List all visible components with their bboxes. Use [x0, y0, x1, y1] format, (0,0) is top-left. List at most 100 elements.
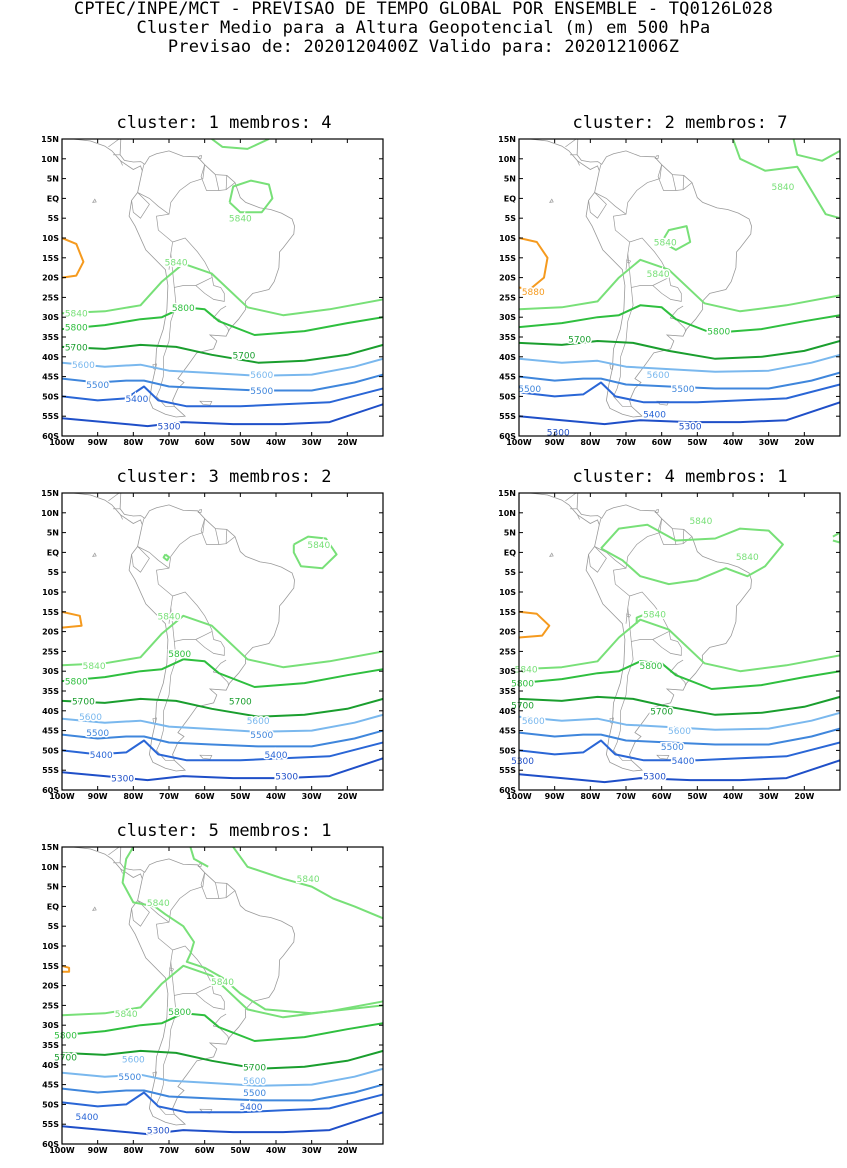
country-border	[108, 847, 120, 856]
lon-label: 90W	[545, 792, 565, 801]
isoline-5840-closed	[792, 139, 840, 162]
lon-label: 30W	[759, 792, 779, 801]
contour-label: 5300	[511, 757, 534, 767]
isoline-5400	[62, 1091, 383, 1114]
country-border	[213, 671, 229, 686]
country-border	[588, 192, 607, 219]
island-outline	[548, 552, 554, 557]
map-panel-cluster-1: 5840 5840 5840 5800 5800 5700 5700 5600 5600 5500…	[41, 135, 384, 447]
country-border	[156, 518, 206, 624]
country-border	[613, 641, 634, 761]
country-border	[565, 139, 577, 148]
header-line-1: CPTEC/INPE/MCT - PREVISAO DE TEMPO GLOBA…	[73, 0, 774, 19]
island-outline	[91, 552, 97, 557]
coastline	[71, 493, 295, 772]
lat-label: 5S	[48, 568, 60, 577]
contour-label: 5840	[115, 1010, 138, 1020]
contour-label: 5500	[118, 1073, 141, 1083]
lon-label: 30W	[302, 438, 322, 447]
lake-outline	[626, 613, 632, 618]
lon-label: 20W	[794, 438, 814, 447]
contour-lines	[62, 847, 383, 1136]
contour-label: 5700	[72, 697, 95, 707]
country-border	[613, 287, 634, 407]
contour-label: 5500	[250, 731, 273, 741]
country-border	[195, 285, 225, 302]
lat-label: 55S	[42, 1120, 59, 1129]
lon-label: 40W	[723, 792, 743, 801]
contour-label: 5500	[672, 385, 695, 395]
lon-label: 70W	[616, 792, 636, 801]
lon-label: 30W	[759, 438, 779, 447]
country-border	[594, 192, 627, 215]
lat-label: 5N	[47, 883, 59, 892]
contour-lines	[519, 523, 840, 784]
lon-label: 50W	[230, 1146, 250, 1155]
country-border	[669, 659, 684, 673]
lat-label: 40S	[42, 1061, 59, 1070]
map-frame	[61, 846, 384, 1145]
country-border	[120, 160, 123, 166]
country-border	[682, 529, 685, 544]
isoline-5880-closed	[62, 237, 85, 279]
isoline-5840-closed	[600, 523, 784, 586]
lat-label: 25S	[42, 293, 59, 302]
isoline-5600	[62, 357, 383, 377]
country-border	[652, 285, 682, 302]
contour-label: 5500	[518, 385, 541, 395]
lon-label: 50W	[687, 792, 707, 801]
country-border	[156, 872, 206, 978]
contour-label: 5840	[736, 553, 759, 563]
lat-label: 20S	[42, 982, 59, 991]
country-border	[669, 305, 684, 319]
country-border	[577, 160, 580, 166]
contour-label: 5300	[275, 773, 298, 783]
lat-label: 30S	[499, 667, 516, 676]
lon-label: 20W	[337, 438, 357, 447]
lat-label: 10N	[41, 509, 59, 518]
map-panel-cluster-5: 5840 5840 5840 5840 5800 5800 5700 5700 5600 5600…	[41, 843, 384, 1155]
lat-label: 15S	[499, 608, 516, 617]
isoline-5880-closed	[62, 610, 83, 629]
isoline-5880-closed	[519, 237, 549, 291]
lat-label: 55S	[499, 412, 516, 421]
country-border	[594, 546, 627, 569]
lat-label: 5S	[505, 568, 517, 577]
contour-label: 5840	[689, 517, 712, 527]
lat-label: 5N	[47, 529, 59, 538]
map-basemap	[528, 139, 752, 418]
contour-label: 5840	[165, 258, 188, 268]
contour-label: 5400	[125, 395, 148, 405]
contour-label: 5500	[661, 743, 684, 753]
lon-label: 80W	[123, 438, 143, 447]
country-border	[137, 192, 170, 215]
lat-label: 50S	[42, 1100, 59, 1109]
isoline-5840	[62, 262, 383, 317]
country-border	[200, 164, 236, 191]
lon-label: 60W	[195, 1146, 215, 1155]
lake-outline	[169, 967, 175, 972]
isoline-5840-closed	[660, 225, 692, 251]
contour-label: 5400	[672, 757, 695, 767]
map-panel-cluster-4: 5840 5840 5840 5840 5800 5800 5700 5700 5600 5600…	[498, 489, 841, 801]
country-border	[215, 528, 220, 545]
contour-label: 5800	[511, 680, 534, 690]
isoline-5400	[519, 739, 840, 762]
lat-label: 55S	[42, 412, 59, 421]
island-outline	[654, 155, 659, 159]
island-outline	[91, 906, 97, 911]
isoline-5600	[519, 711, 840, 731]
contour-label: 5600	[250, 371, 273, 381]
contour-label: 5300	[111, 775, 134, 785]
contour-label: 5500	[250, 387, 273, 397]
contour-label: 5840	[771, 183, 794, 193]
lon-label: 100W	[506, 792, 532, 801]
contour-label: 5700	[243, 1063, 266, 1073]
contour-label: 5840	[647, 270, 670, 280]
country-border	[588, 546, 607, 573]
lat-label: 20S	[499, 274, 516, 283]
country-border	[141, 164, 145, 171]
contour-lines	[519, 139, 840, 426]
contour-label: 5800	[65, 324, 88, 334]
lon-label: 70W	[159, 1146, 179, 1155]
